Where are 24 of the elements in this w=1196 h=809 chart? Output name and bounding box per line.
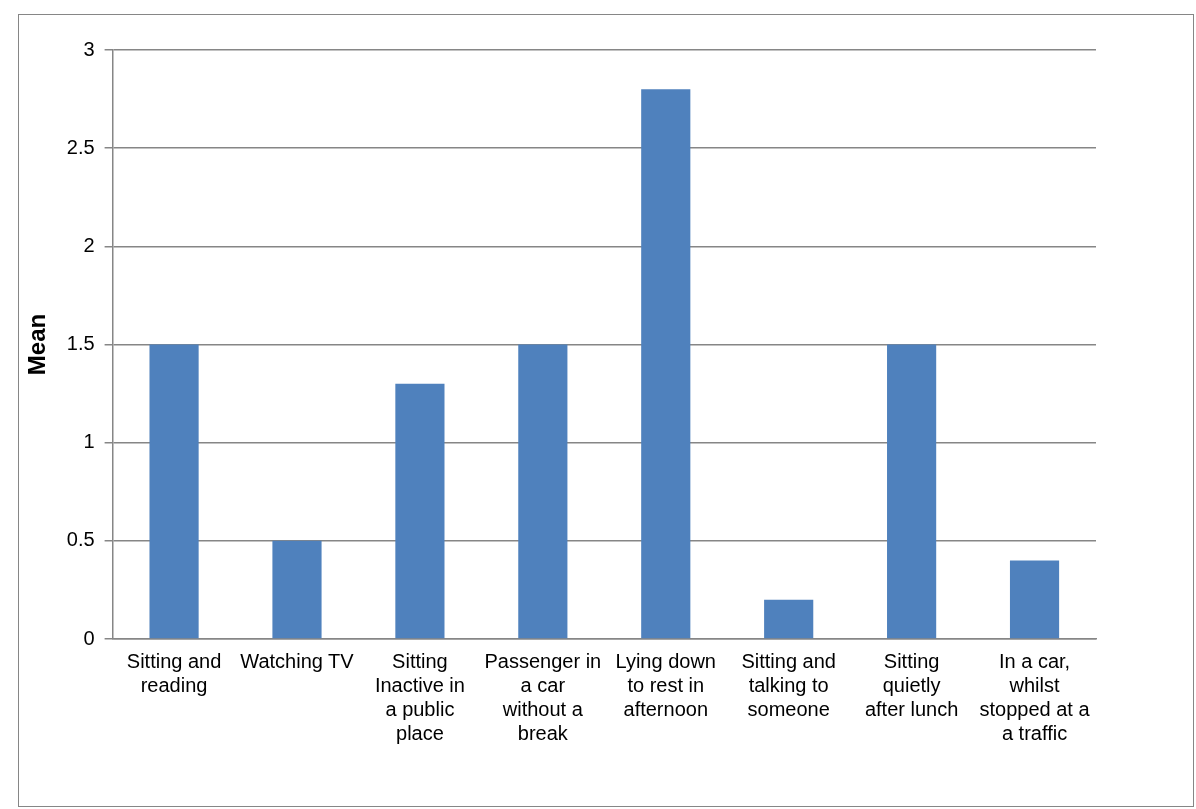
bar bbox=[272, 540, 322, 639]
bar bbox=[641, 89, 691, 639]
bar bbox=[1009, 560, 1060, 639]
x-tick-label: Sitting Inactive in a public place bbox=[374, 649, 465, 744]
y-axis-title: Mean bbox=[23, 313, 51, 376]
y-tick-label: 0 bbox=[83, 626, 95, 649]
x-tick-label: Passenger in a car without a break bbox=[484, 649, 602, 744]
x-tick-label: Sitting quietly after lunch bbox=[864, 649, 959, 720]
y-tick-label: 1.5 bbox=[66, 332, 95, 355]
y-tick-label: 2 bbox=[83, 233, 95, 256]
bar bbox=[149, 344, 199, 639]
bar bbox=[518, 344, 568, 639]
x-tick-label: Lying down to rest in afternoon bbox=[615, 649, 716, 720]
bar bbox=[395, 383, 445, 639]
y-tick-label: 2.5 bbox=[66, 135, 95, 158]
y-tick-label: 0.5 bbox=[66, 528, 95, 551]
x-tick-label: In a car, whilst stopped at a a traffic bbox=[979, 649, 1091, 744]
bar bbox=[887, 344, 937, 639]
x-tick-label: Sitting and reading bbox=[126, 649, 222, 696]
x-tick-label: Sitting and talking to someone bbox=[741, 649, 836, 720]
y-tick-label: 1 bbox=[83, 430, 95, 453]
bar bbox=[764, 599, 814, 639]
x-tick-label: Watching TV bbox=[240, 649, 355, 672]
y-tick-label: 3 bbox=[83, 37, 95, 60]
